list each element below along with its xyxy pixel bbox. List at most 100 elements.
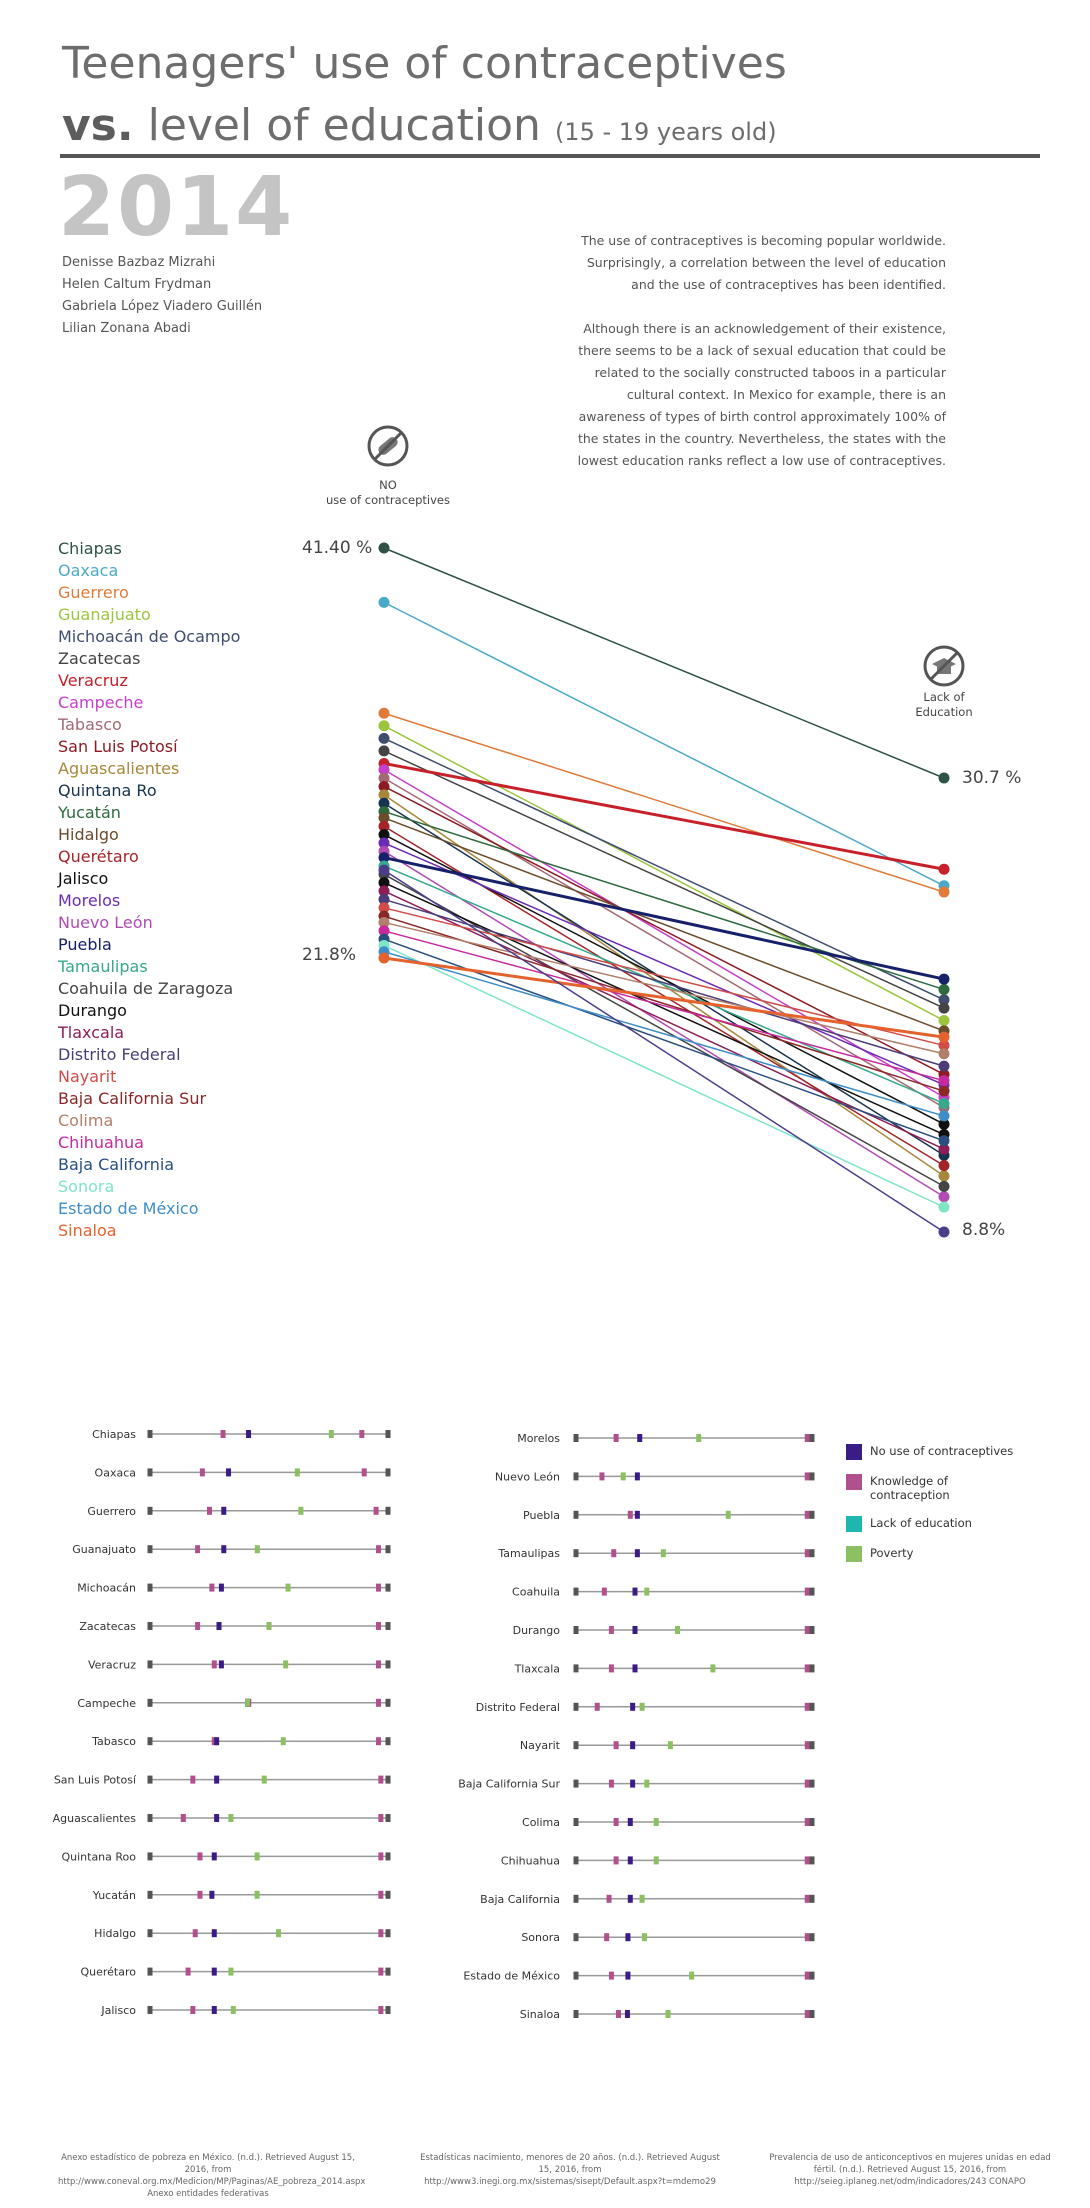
strip-start-mark xyxy=(573,1779,579,1788)
slope-point-right xyxy=(938,1160,950,1172)
strip-end-cap xyxy=(385,1737,391,1746)
slope-point-right xyxy=(938,1031,950,1043)
strip-no-use-mark xyxy=(214,1775,220,1784)
slope-line xyxy=(383,761,945,871)
strip-knowledge-mark xyxy=(199,1468,205,1477)
state-legend-item: Chiapas xyxy=(58,539,122,558)
strip-poverty-mark xyxy=(298,1506,304,1515)
strip-end-cap xyxy=(809,1510,815,1519)
slope-point-left xyxy=(378,732,390,744)
strip-no-use-mark xyxy=(211,1929,217,1938)
strip-end-mark xyxy=(378,1814,384,1822)
slope-point-right xyxy=(938,1002,950,1014)
slope-line xyxy=(383,777,945,1109)
strip-end-cap xyxy=(385,1506,391,1515)
state-legend-item: Coahuila de Zaragoza xyxy=(58,979,234,998)
strip-knowledge-mark xyxy=(608,1779,614,1788)
strip-poverty-mark xyxy=(641,1933,647,1942)
slope-line xyxy=(383,547,945,779)
state-legend-item: Yucatán xyxy=(58,803,121,822)
title-rule xyxy=(60,154,1040,158)
slope-point-left xyxy=(378,707,390,719)
strip-poverty-mark xyxy=(328,1430,334,1438)
strip-start-mark xyxy=(147,1506,153,1515)
slope-line xyxy=(383,944,945,1208)
strip-end-mark xyxy=(804,1933,810,1942)
strip-no-use-mark xyxy=(632,1626,638,1634)
strip-poverty-mark xyxy=(228,1814,234,1822)
strip-row-label: Querétaro xyxy=(80,1966,136,1979)
slope-line xyxy=(383,869,945,1233)
strip-poverty-mark xyxy=(653,1818,659,1826)
slope-line xyxy=(383,601,945,887)
strip-row-label: Distrito Federal xyxy=(476,1701,560,1714)
legend-label-lack-edu: Lack of education xyxy=(870,1516,972,1530)
strip-row-label: Guanajuato xyxy=(72,1543,136,1556)
strip-knowledge-mark xyxy=(197,1890,203,1899)
strip-start-mark xyxy=(147,1929,153,1938)
state-legend-item: San Luis Potosí xyxy=(58,737,178,756)
slope-line xyxy=(383,750,945,1009)
strip-end-mark xyxy=(378,2006,384,2014)
strip-end-mark xyxy=(804,1702,810,1711)
state-legend-item: Nayarit xyxy=(58,1067,117,1086)
author: Denisse Bazbaz Mizrahi xyxy=(62,255,216,270)
state-legend-item: Chihuahua xyxy=(58,1133,144,1152)
strip-start-mark xyxy=(573,1434,579,1442)
slope-point-left xyxy=(378,596,390,608)
strip-end-mark xyxy=(804,2010,810,2018)
slope-point-right xyxy=(938,863,950,875)
slope-line xyxy=(383,915,945,1092)
intro-text: The use of contraceptives is becoming po… xyxy=(560,230,946,494)
state-legend-item: Michoacán de Ocampo xyxy=(58,627,241,646)
strip-start-mark xyxy=(147,1622,153,1630)
slope-line xyxy=(383,842,945,1086)
slope-point-right xyxy=(938,1085,950,1097)
strip-end-mark xyxy=(804,1549,810,1558)
source-2: Estadísticas nacimiento, menores de 20 a… xyxy=(420,2153,720,2187)
strip-end-mark xyxy=(804,1510,810,1519)
strip-row-label: Oaxaca xyxy=(95,1466,136,1479)
slope-point-right xyxy=(938,1226,950,1238)
strip-end-cap xyxy=(385,1929,391,1938)
strip-poverty-mark xyxy=(639,1894,645,1903)
strip-start-mark xyxy=(573,1549,579,1558)
strip-poverty-mark xyxy=(261,1775,267,1784)
strip-end-mark xyxy=(375,1660,381,1669)
strip-end-mark xyxy=(804,1894,810,1903)
slope-point-left xyxy=(378,812,390,824)
strip-end-mark xyxy=(804,1971,810,1980)
strip-no-use-mark xyxy=(632,1587,638,1596)
strip-poverty-mark xyxy=(254,1852,260,1861)
strip-start-mark xyxy=(573,1587,579,1596)
strip-start-mark xyxy=(147,1852,153,1861)
state-legend-item: Baja California xyxy=(58,1155,175,1174)
strip-knowledge-mark xyxy=(195,1545,201,1554)
strip-end-cap xyxy=(385,1430,391,1438)
strip-start-mark xyxy=(573,1856,579,1865)
strip-knowledge-mark xyxy=(190,2006,196,2014)
strip-row-label: Baja California Sur xyxy=(458,1778,560,1791)
strip-start-mark xyxy=(147,1698,153,1707)
strip-knowledge-mark xyxy=(197,1852,203,1861)
strip-knowledge-mark xyxy=(209,1583,215,1592)
title-age-range: (15 - 19 years old) xyxy=(554,118,777,146)
strip-start-mark xyxy=(573,1510,579,1519)
slope-line xyxy=(383,890,945,1150)
strip-start-mark xyxy=(573,1894,579,1903)
strip-end-mark xyxy=(375,1545,381,1554)
state-legend-item: Tabasco xyxy=(58,715,122,734)
slope-line xyxy=(383,769,945,1098)
strip-end-cap xyxy=(809,1664,815,1673)
slope-line xyxy=(383,850,945,1198)
strip-knowledge-mark xyxy=(615,2010,621,2018)
strip-end-cap xyxy=(385,1583,391,1592)
strip-start-mark xyxy=(147,1660,153,1669)
slope-point-left xyxy=(378,902,390,914)
strip-knowledge-mark xyxy=(185,1967,191,1976)
strip-end-cap xyxy=(809,1971,815,1980)
intro-paragraph-1: The use of contraceptives is becoming po… xyxy=(581,233,946,292)
strip-poverty-mark xyxy=(644,1779,650,1788)
slope-point-right xyxy=(938,1097,950,1109)
legend-swatch-no-use xyxy=(846,1444,862,1460)
